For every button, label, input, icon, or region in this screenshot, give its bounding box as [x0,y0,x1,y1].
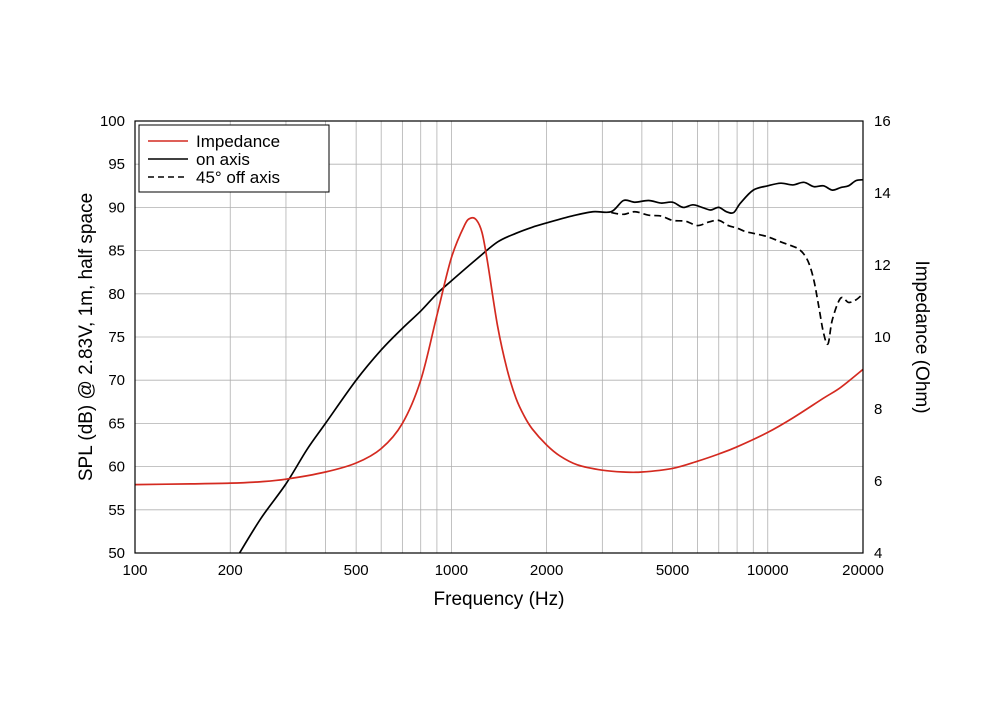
x-tick-labels: 100 200 500 1000 2000 5000 10000 20000 [122,562,883,579]
x-tick-label: 100 [122,562,147,579]
y-left-tick-label: 75 [108,329,125,346]
legend-label-off-axis: 45° off axis [196,168,280,187]
legend-label-impedance: Impedance [196,132,280,151]
y-left-tick-label: 80 [108,286,125,303]
y-left-tick-label: 95 [108,156,125,173]
y-right-tick-labels: 4 6 8 10 12 14 16 [874,113,891,562]
series-layer [135,178,863,553]
y-left-axis-title: SPL (dB) @ 2.83V, 1m, half space [76,193,97,481]
plot-frame [134,120,864,554]
x-tick-label: 5000 [656,562,689,579]
y-left-tick-label: 85 [108,243,125,260]
legend: Impedance on axis 45° off axis [138,124,330,193]
x-tick-label: 500 [344,562,369,579]
series-line-on-axis [238,178,863,553]
y-right-tick-label: 14 [874,185,891,202]
x-axis-title: Frequency (Hz) [434,589,565,610]
y-left-tick-label: 100 [100,113,125,130]
series-line-impedance [135,216,863,486]
y-right-tick-label: 8 [874,401,882,418]
y-right-tick-label: 16 [874,113,891,130]
series-line-45-off-axis [611,210,863,346]
grid [135,121,863,553]
y-left-tick-label: 65 [108,415,125,432]
x-tick-label: 2000 [530,562,563,579]
y-left-tick-label: 70 [108,372,125,389]
y-left-tick-label: 90 [108,199,125,216]
x-tick-label: 1000 [435,562,468,579]
y-right-tick-label: 12 [874,257,891,274]
y-left-tick-label: 50 [108,545,125,562]
y-right-tick-label: 10 [874,329,891,346]
y-left-tick-label: 55 [108,502,125,519]
x-tick-label: 10000 [747,562,789,579]
x-tick-label: 200 [218,562,243,579]
y-right-tick-label: 4 [874,545,882,562]
y-right-tick-label: 6 [874,473,882,490]
y-left-tick-label: 60 [108,459,125,476]
legend-label-on-axis: on axis [196,150,250,169]
y-left-tick-labels: 50 55 60 65 70 75 80 85 90 95 100 [100,113,125,562]
x-tick-label: 20000 [842,562,884,579]
y-right-axis-title: Impedance (Ohm) [911,260,932,413]
